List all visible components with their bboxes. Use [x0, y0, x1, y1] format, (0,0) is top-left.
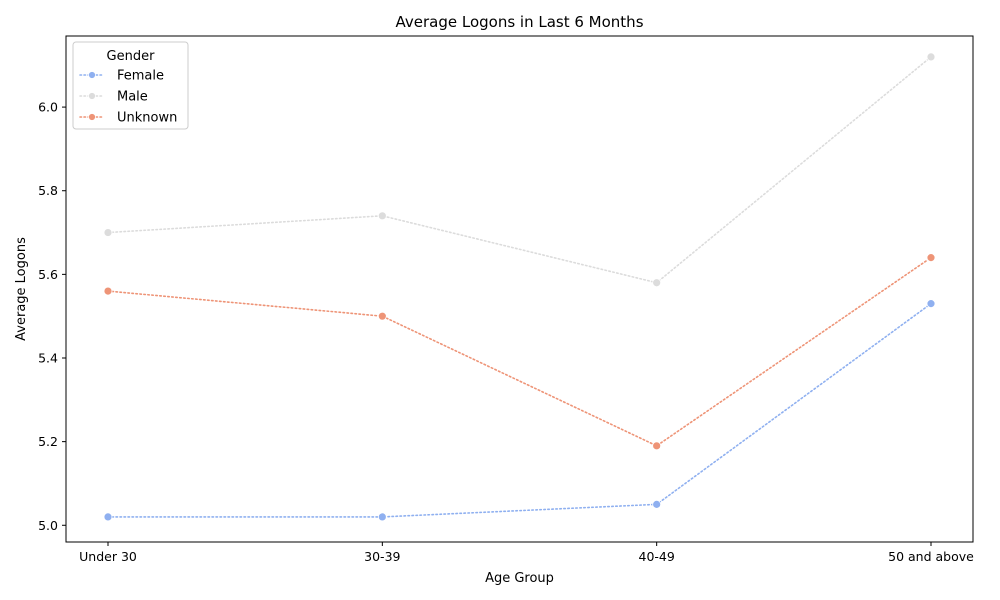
series-line-male: [107, 56, 932, 284]
legend-marker: [88, 71, 96, 79]
series-unknown: [103, 253, 936, 451]
y-tick-label: 5.8: [38, 183, 58, 198]
x-tick-label: 50 and above: [888, 549, 974, 564]
data-point-male: [926, 52, 936, 62]
legend-box: [72, 41, 189, 130]
data-point-female: [103, 512, 113, 522]
legend-marker: [88, 113, 96, 121]
series-male: [103, 52, 936, 288]
data-point-unknown: [652, 441, 662, 451]
legend-title: Gender: [107, 49, 156, 64]
data-point-unknown: [377, 311, 387, 321]
data-point-male: [377, 211, 387, 221]
legend-item-female: Female: [79, 69, 164, 84]
series-line-unknown: [107, 256, 932, 447]
y-tick-label: 6.0: [38, 100, 58, 115]
data-point-unknown: [926, 253, 936, 263]
y-tick-label: 5.2: [38, 434, 58, 449]
plot-frame: [65, 35, 974, 543]
legend-item-male: Male: [79, 90, 148, 105]
y-tick-label: 5.6: [38, 267, 58, 282]
x-axis: Under 30 30-39 40-49 50 and above: [79, 542, 974, 564]
legend-label: Unknown: [117, 111, 177, 126]
data-point-female: [926, 299, 936, 309]
legend-label: Male: [117, 90, 148, 105]
y-tick-label: 5.4: [38, 351, 58, 366]
x-tick-label: 40-49: [639, 549, 675, 564]
data-point-female: [377, 512, 387, 522]
chart-title: Average Logons in Last 6 Months: [395, 13, 643, 31]
y-axis-label: Average Logons: [14, 237, 29, 341]
legend: Gender Female Male Unknown: [72, 41, 189, 130]
data-point-female: [652, 499, 662, 509]
legend-items: Female Male Unknown: [79, 69, 177, 126]
legend-marker: [88, 92, 96, 100]
data-point-unknown: [103, 286, 113, 296]
legend-label: Female: [117, 69, 164, 84]
series-female: [103, 299, 936, 522]
data-point-male: [652, 278, 662, 288]
legend-item-unknown: Unknown: [79, 111, 177, 126]
x-tick-label: Under 30: [79, 549, 137, 564]
x-axis-label: Age Group: [485, 571, 554, 586]
y-tick-label: 5.0: [38, 518, 58, 533]
plot-area: [65, 35, 974, 543]
y-axis: 5.0 5.2 5.4 5.6 5.8 6.0: [38, 100, 66, 533]
x-tick-label: 30-39: [364, 549, 400, 564]
series-line-female: [107, 302, 932, 518]
data-point-male: [103, 228, 113, 237]
